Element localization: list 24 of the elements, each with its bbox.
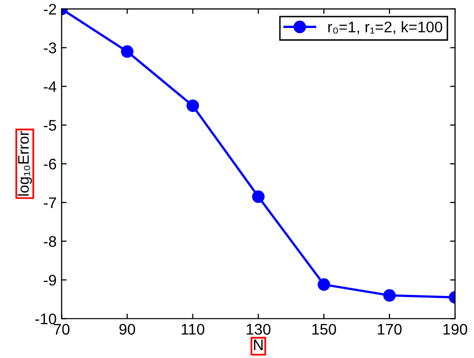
- x-tick-label: 190: [443, 324, 468, 335]
- x-tick-label: 70: [54, 324, 70, 335]
- x-tick-label: 90: [119, 324, 136, 335]
- y-axis-title: log₁₀Error: [18, 131, 32, 196]
- y-tick-label: -2: [44, 4, 56, 14]
- x-tick-label: 170: [378, 324, 402, 335]
- legend-label: r₀=1, r₁=2, k=100: [328, 21, 442, 34]
- y-tick-label: -8: [44, 236, 56, 247]
- y-tick-label: -10: [35, 313, 56, 324]
- y-tick-label: -9: [44, 274, 56, 286]
- x-tick-label: 110: [182, 324, 204, 335]
- x-axis-title: N: [254, 340, 263, 350]
- point: [252, 190, 265, 203]
- point: [318, 278, 330, 291]
- point: [383, 289, 396, 302]
- point: [186, 99, 200, 112]
- x-tick-label: 130: [246, 324, 270, 335]
- y-tick-label: -6: [44, 158, 56, 170]
- point: [120, 45, 134, 58]
- y-tick-label: -5: [44, 120, 56, 131]
- y-tick-label: -7: [44, 198, 56, 208]
- x-tick-label: 150: [312, 324, 336, 335]
- y-tick-label: -4: [44, 81, 56, 92]
- y-tick-label: -3: [44, 42, 56, 54]
